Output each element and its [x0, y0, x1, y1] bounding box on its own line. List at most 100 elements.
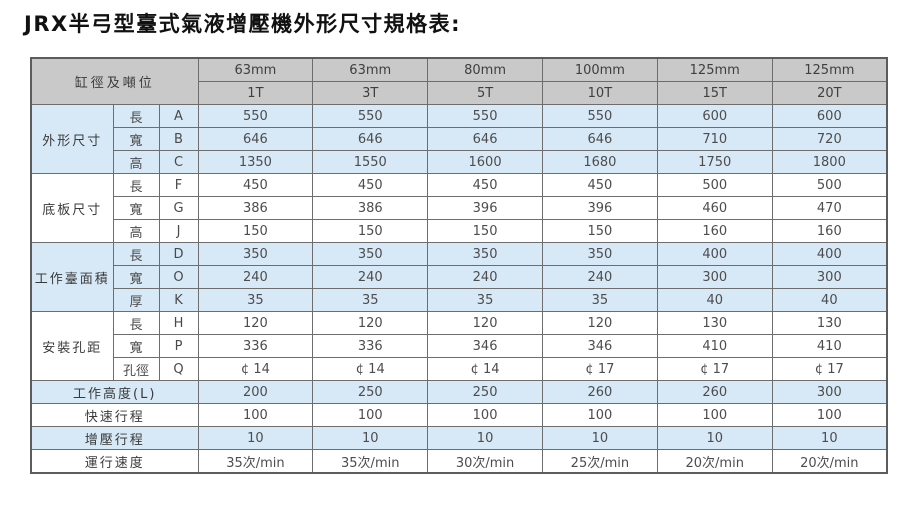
value-cell: 450: [312, 173, 429, 197]
value-cell: 300: [771, 265, 888, 289]
dimension-label: 寬: [112, 127, 160, 151]
value-cell: 450: [541, 173, 658, 197]
group-label: 工作臺面積: [30, 242, 114, 312]
dimension-code: P: [158, 334, 199, 358]
column-header-tonnage: 5T: [427, 81, 543, 105]
table-row: 安裝孔距長 H 120 120 120 120 130 130: [30, 311, 888, 381]
value-cell: 100: [656, 403, 773, 427]
dimension-label: 厚: [112, 288, 160, 312]
value-cell: 250: [427, 380, 543, 404]
corner-header-cylinder-tonnage: 缸徑及噸位: [30, 57, 199, 105]
value-cell: 470: [771, 196, 888, 220]
value-cell: 450: [197, 173, 314, 197]
value-cell: 646: [197, 127, 314, 151]
value-cell: 710: [656, 127, 773, 151]
summary-label: 運行速度: [30, 449, 199, 474]
value-cell: 346: [541, 334, 658, 358]
value-cell: ¢ 17: [771, 357, 888, 381]
dimension-code: D: [158, 242, 199, 266]
dimension-code: H: [158, 311, 199, 335]
value-cell: 35: [197, 288, 314, 312]
dimension-label: 孔徑: [112, 357, 160, 381]
value-cell: 100: [312, 403, 429, 427]
value-cell: 260: [541, 380, 658, 404]
value-cell: 150: [427, 219, 543, 243]
value-cell: 386: [197, 196, 314, 220]
dimension-code: A: [158, 104, 199, 128]
value-cell: 300: [656, 265, 773, 289]
value-cell: 40: [656, 288, 773, 312]
value-cell: 30次/min: [427, 449, 543, 474]
value-cell: 10: [197, 426, 314, 450]
value-cell: 150: [541, 219, 658, 243]
dimension-code: K: [158, 288, 199, 312]
value-cell: 100: [197, 403, 314, 427]
dimension-code: F: [158, 173, 199, 197]
value-cell: 10: [656, 426, 773, 450]
value-cell: 1800: [771, 150, 888, 174]
value-cell: 120: [312, 311, 429, 335]
value-cell: 10: [312, 426, 429, 450]
value-cell: 646: [427, 127, 543, 151]
value-cell: 460: [656, 196, 773, 220]
value-cell: 720: [771, 127, 888, 151]
value-cell: 150: [312, 219, 429, 243]
table-row: 工作高度(L) 200 250 250 260 260 300: [30, 380, 888, 404]
value-cell: 400: [771, 242, 888, 266]
value-cell: 646: [541, 127, 658, 151]
spec-table: 缸徑及噸位 63mm 63mm 80mm 100mm 125mm 125mm 1T 3T 5T 10…: [30, 57, 888, 474]
column-header-diameter: 80mm: [427, 57, 543, 82]
dimension-code: J: [158, 219, 199, 243]
value-cell: 646: [312, 127, 429, 151]
value-cell: 20次/min: [656, 449, 773, 474]
value-cell: 40: [771, 288, 888, 312]
value-cell: 1600: [427, 150, 543, 174]
value-cell: ¢ 17: [541, 357, 658, 381]
value-cell: 346: [427, 334, 543, 358]
column-header-tonnage: 20T: [771, 81, 888, 105]
table-row: 孔徑 Q ¢ 14 ¢ 14 ¢ 14 ¢ 17 ¢ 17 ¢ 17: [31, 357, 888, 381]
summary-label: 快速行程: [30, 403, 199, 427]
column-header-diameter: 125mm: [656, 57, 773, 82]
dimension-label: 寬: [112, 334, 160, 358]
value-cell: 240: [427, 265, 543, 289]
summary-label: 工作高度(L): [30, 380, 199, 404]
table-row: 寬 O 240 240 240 240 300 300: [31, 265, 888, 289]
value-cell: 396: [427, 196, 543, 220]
dimension-label: 長: [112, 173, 160, 197]
table-row: 厚 K 35 35 35 35 40 40: [31, 288, 888, 312]
value-cell: 500: [656, 173, 773, 197]
column-header-diameter: 63mm: [197, 57, 314, 82]
dimension-label: 高: [112, 150, 160, 174]
value-cell: 120: [197, 311, 314, 335]
value-cell: 25次/min: [541, 449, 658, 474]
value-cell: 336: [197, 334, 314, 358]
value-cell: 600: [771, 104, 888, 128]
value-cell: 1350: [197, 150, 314, 174]
dimension-label: 長: [112, 242, 160, 266]
value-cell: 35: [541, 288, 658, 312]
table-row: 工作臺面積長 D 350 350 350 350 400 400: [30, 242, 888, 312]
table-row: 運行速度 35次/min 35次/min 30次/min 25次/min 20次/min 2…: [30, 449, 888, 474]
value-cell: 550: [312, 104, 429, 128]
value-cell: 396: [541, 196, 658, 220]
value-cell: 240: [312, 265, 429, 289]
value-cell: 550: [197, 104, 314, 128]
value-cell: 260: [656, 380, 773, 404]
value-cell: 100: [541, 403, 658, 427]
dimension-code: B: [158, 127, 199, 151]
value-cell: 550: [427, 104, 543, 128]
value-cell: 336: [312, 334, 429, 358]
value-cell: 550: [541, 104, 658, 128]
dimension-label: 寬: [112, 196, 160, 220]
value-cell: 240: [541, 265, 658, 289]
value-cell: 350: [427, 242, 543, 266]
spec-table-header: 缸徑及噸位 63mm 63mm 80mm 100mm 125mm 125mm 1T 3T 5T 10…: [30, 57, 888, 105]
value-cell: 130: [771, 311, 888, 335]
value-cell: 1680: [541, 150, 658, 174]
dimension-label: 長: [112, 311, 160, 335]
value-cell: 10: [771, 426, 888, 450]
dimension-code: O: [158, 265, 199, 289]
value-cell: 350: [197, 242, 314, 266]
